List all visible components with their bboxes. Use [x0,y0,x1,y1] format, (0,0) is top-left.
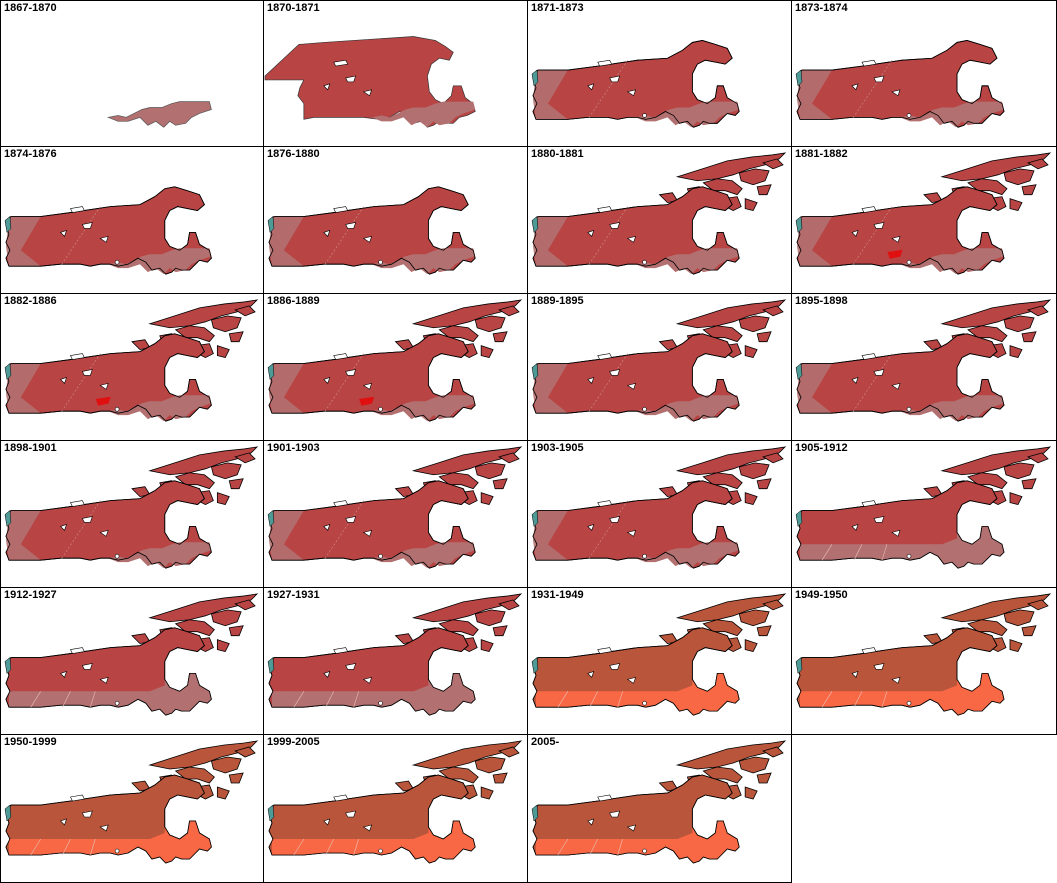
canada-map [531,40,740,128]
canada-map [267,593,523,716]
panel-year-label: 2005- [531,736,560,748]
map-panel: 1873-1874 [792,0,1057,147]
map-panel: 1895-1898 [792,294,1057,441]
canada-map [531,299,787,422]
map-panel: 1880-1881 [528,147,792,294]
canada-map [106,101,212,128]
panel-year-label: 1871-1873 [531,2,584,14]
map-panel: 1871-1873 [528,0,792,147]
canada-map [795,299,1052,422]
map-panel: 1903-1905 [528,441,792,588]
map-panel: 1949-1950 [792,588,1057,735]
panel-year-label: 1927-1931 [267,589,320,601]
canada-map [264,36,476,128]
canada-map [267,299,523,422]
map-panel: 1950-1999 [0,735,264,883]
map-panel: 1882-1886 [0,294,264,441]
panel-year-label: 1931-1949 [531,589,584,601]
map-panel: 1886-1889 [264,294,528,441]
panel-year-label: 1874-1876 [4,148,57,160]
panel-year-label: 1905-1912 [795,442,848,454]
canada-map [795,152,1052,275]
canada-map [4,446,259,569]
panel-year-label: 1949-1950 [795,589,848,601]
panel-year-label: 1889-1895 [531,295,584,307]
panel-year-label: 1895-1898 [795,295,848,307]
panel-year-label: 1912-1927 [4,589,57,601]
panel-year-label: 1867-1870 [4,2,57,14]
canada-map [4,593,259,716]
map-panel: 1876-1880 [264,147,528,294]
panel-year-label: 1898-1901 [4,442,57,454]
map-panel: 1912-1927 [0,588,264,735]
canada-map [267,446,523,569]
panel-year-label: 1903-1905 [531,442,584,454]
panel-year-label: 1886-1889 [267,295,320,307]
map-panel: 1931-1949 [528,588,792,735]
panel-year-label: 1882-1886 [4,295,57,307]
panel-year-label: 1881-1882 [795,148,848,160]
map-panel: 1901-1903 [264,441,528,588]
map-panel: 2005- [528,735,792,883]
canada-map [4,740,259,864]
panel-year-label: 1876-1880 [267,148,320,160]
canada-map [531,740,787,864]
canada-map [267,740,523,864]
panel-year-label: 1901-1903 [267,442,320,454]
panel-year-label: 1880-1881 [531,148,584,160]
map-panel: 1927-1931 [264,588,528,735]
canada-map [531,593,787,716]
canada-map [4,299,259,422]
canada-map [531,152,787,275]
map-panel: 1867-1870 [0,0,264,147]
canada-map [267,186,476,275]
map-panel: 1870-1871 [264,0,528,147]
canada-map [795,40,1005,128]
map-panel: 1874-1876 [0,147,264,294]
map-panel: 1905-1912 [792,441,1057,588]
panel-year-label: 1999-2005 [267,736,320,748]
map-panel: 1999-2005 [264,735,528,883]
map-panel: 1898-1901 [0,441,264,588]
canada-map [795,446,1052,569]
map-panel: 1889-1895 [528,294,792,441]
map-panel: 1881-1882 [792,147,1057,294]
panel-year-label: 1870-1871 [267,2,320,14]
canada-map [795,593,1052,716]
canada-map [531,446,787,569]
panel-year-label: 1873-1874 [795,2,848,14]
panel-year-label: 1950-1999 [4,736,57,748]
canada-map [4,186,212,275]
